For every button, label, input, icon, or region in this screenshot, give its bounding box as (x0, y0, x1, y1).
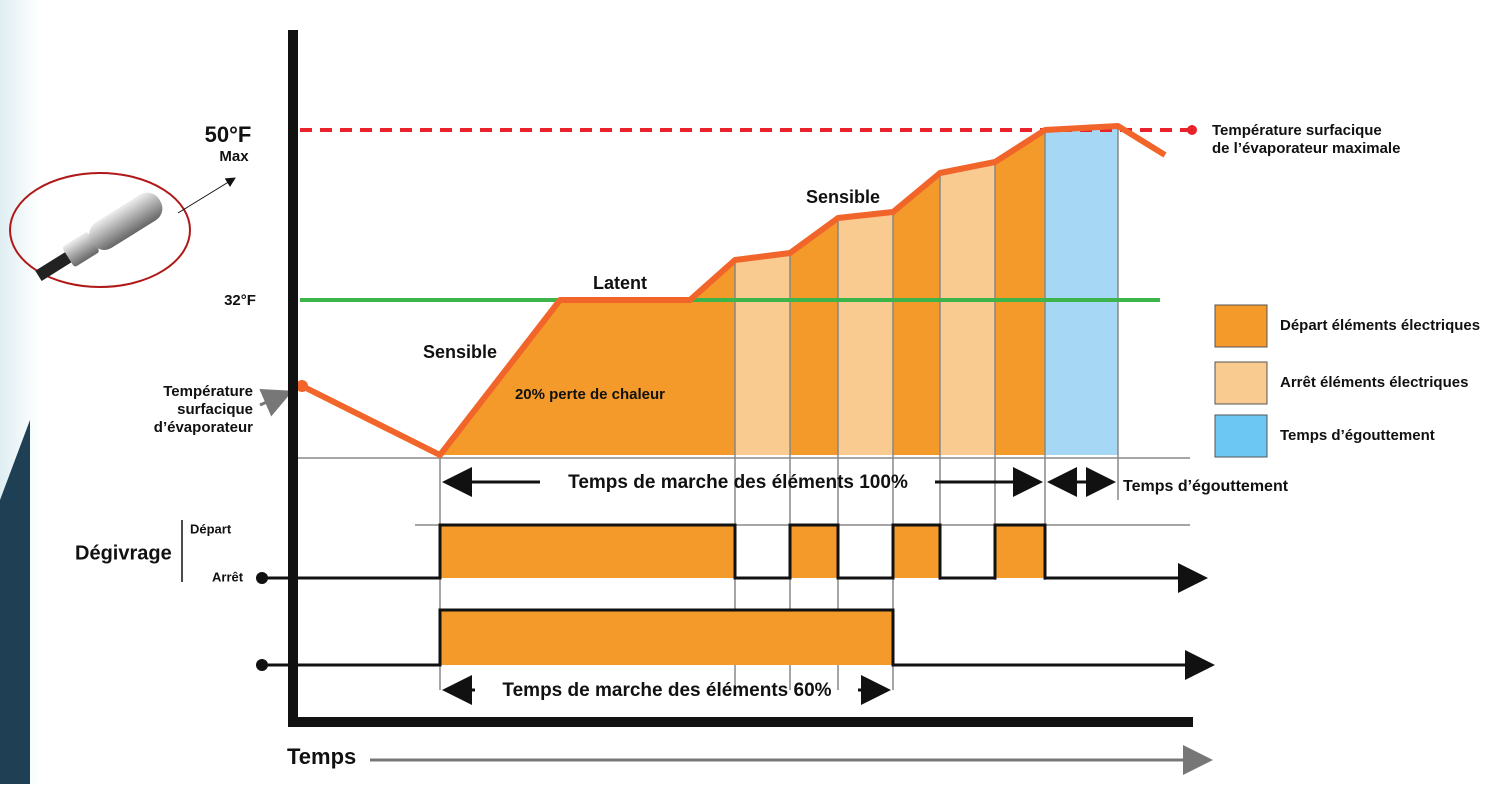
runtime-60-label: Temps de marche des éléments 60% (502, 680, 831, 701)
defrost-signal (182, 520, 1205, 584)
freezing-label: 32°F (224, 292, 256, 309)
max-line-label: Température surfacique (1212, 122, 1382, 139)
surface-temp-label: surfacique (177, 401, 253, 418)
drip-time-label: Temps d’égouttement (1123, 478, 1289, 495)
diagram: 50°F Max 32°F Température surfacique d’é… (0, 0, 1507, 784)
legend-label: Arrêt éléments électriques (1280, 374, 1468, 391)
surface-temp-label: d’évaporateur (154, 419, 253, 436)
probe-icon (10, 173, 235, 289)
heat-loss-label: 20% perte de chaleur (515, 386, 665, 403)
defrost-label: Dégivrage (75, 542, 172, 564)
defrost-on-label: Départ (190, 521, 232, 536)
max-temp-label: 50°F (205, 122, 252, 147)
phase-label: Sensible (806, 187, 880, 207)
runtime-signal (256, 610, 1212, 671)
defrost-off-label: Arrêt (212, 569, 244, 584)
max-line-label: de l’évaporateur maximale (1212, 140, 1400, 157)
surface-temp-label: Température (163, 383, 253, 400)
legend-label: Temps d’égouttement (1280, 427, 1435, 444)
legend-label: Départ éléments électriques (1280, 317, 1480, 334)
runtime-100-label: Temps de marche des éléments 100% (568, 472, 908, 493)
phase-label: Latent (593, 273, 647, 293)
temperature-chart (260, 125, 1197, 690)
x-axis-label: Temps (287, 744, 356, 769)
phase-label: Sensible (423, 342, 497, 362)
legend (1215, 305, 1267, 457)
max-label: Max (219, 148, 249, 165)
